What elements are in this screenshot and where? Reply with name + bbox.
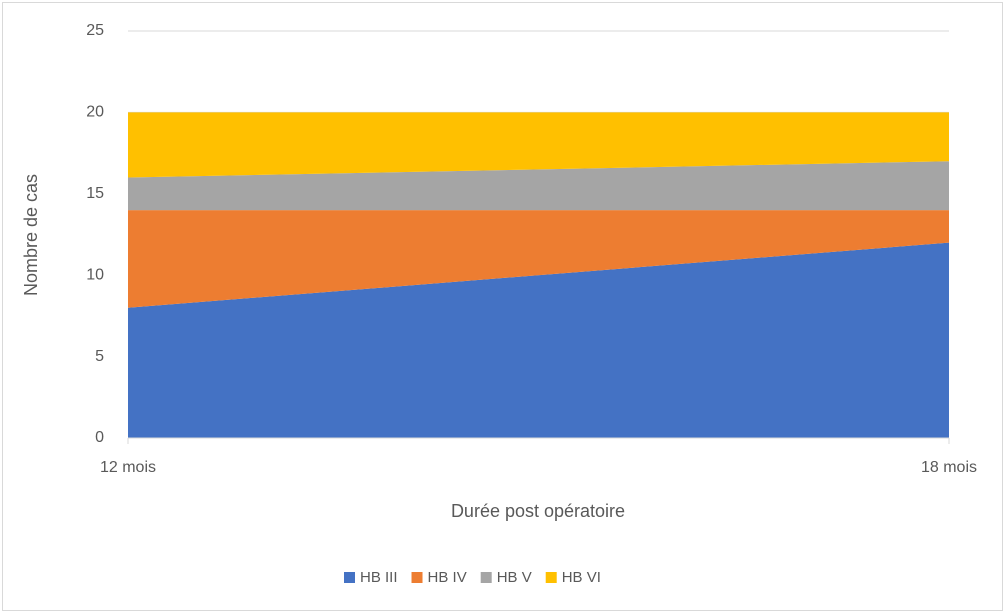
legend-swatch	[344, 572, 355, 583]
legend-label: HB V	[497, 569, 532, 586]
area	[128, 242, 949, 438]
y-tick-label: 15	[86, 185, 104, 202]
x-tick-label: 12 mois	[100, 459, 156, 476]
legend-swatch	[545, 572, 557, 583]
legend-label: HB VI	[562, 569, 601, 586]
y-tick-label: 0	[95, 429, 104, 446]
legend-label: HB III	[360, 569, 398, 586]
area	[128, 112, 949, 178]
y-axis-title: Nombre de cas	[21, 174, 41, 296]
y-tick-label: 25	[86, 22, 104, 39]
legend-swatch	[480, 572, 492, 583]
legend-swatch	[411, 572, 423, 583]
y-tick-label: 10	[86, 266, 104, 283]
y-tick-label: 5	[95, 348, 104, 365]
x-tick-label: 18 mois	[921, 459, 977, 476]
legend-label: HB IV	[428, 569, 467, 586]
x-axis-title: Durée post opératoire	[451, 501, 625, 521]
area	[128, 210, 949, 308]
y-tick-label: 20	[86, 104, 104, 121]
area	[128, 161, 949, 211]
